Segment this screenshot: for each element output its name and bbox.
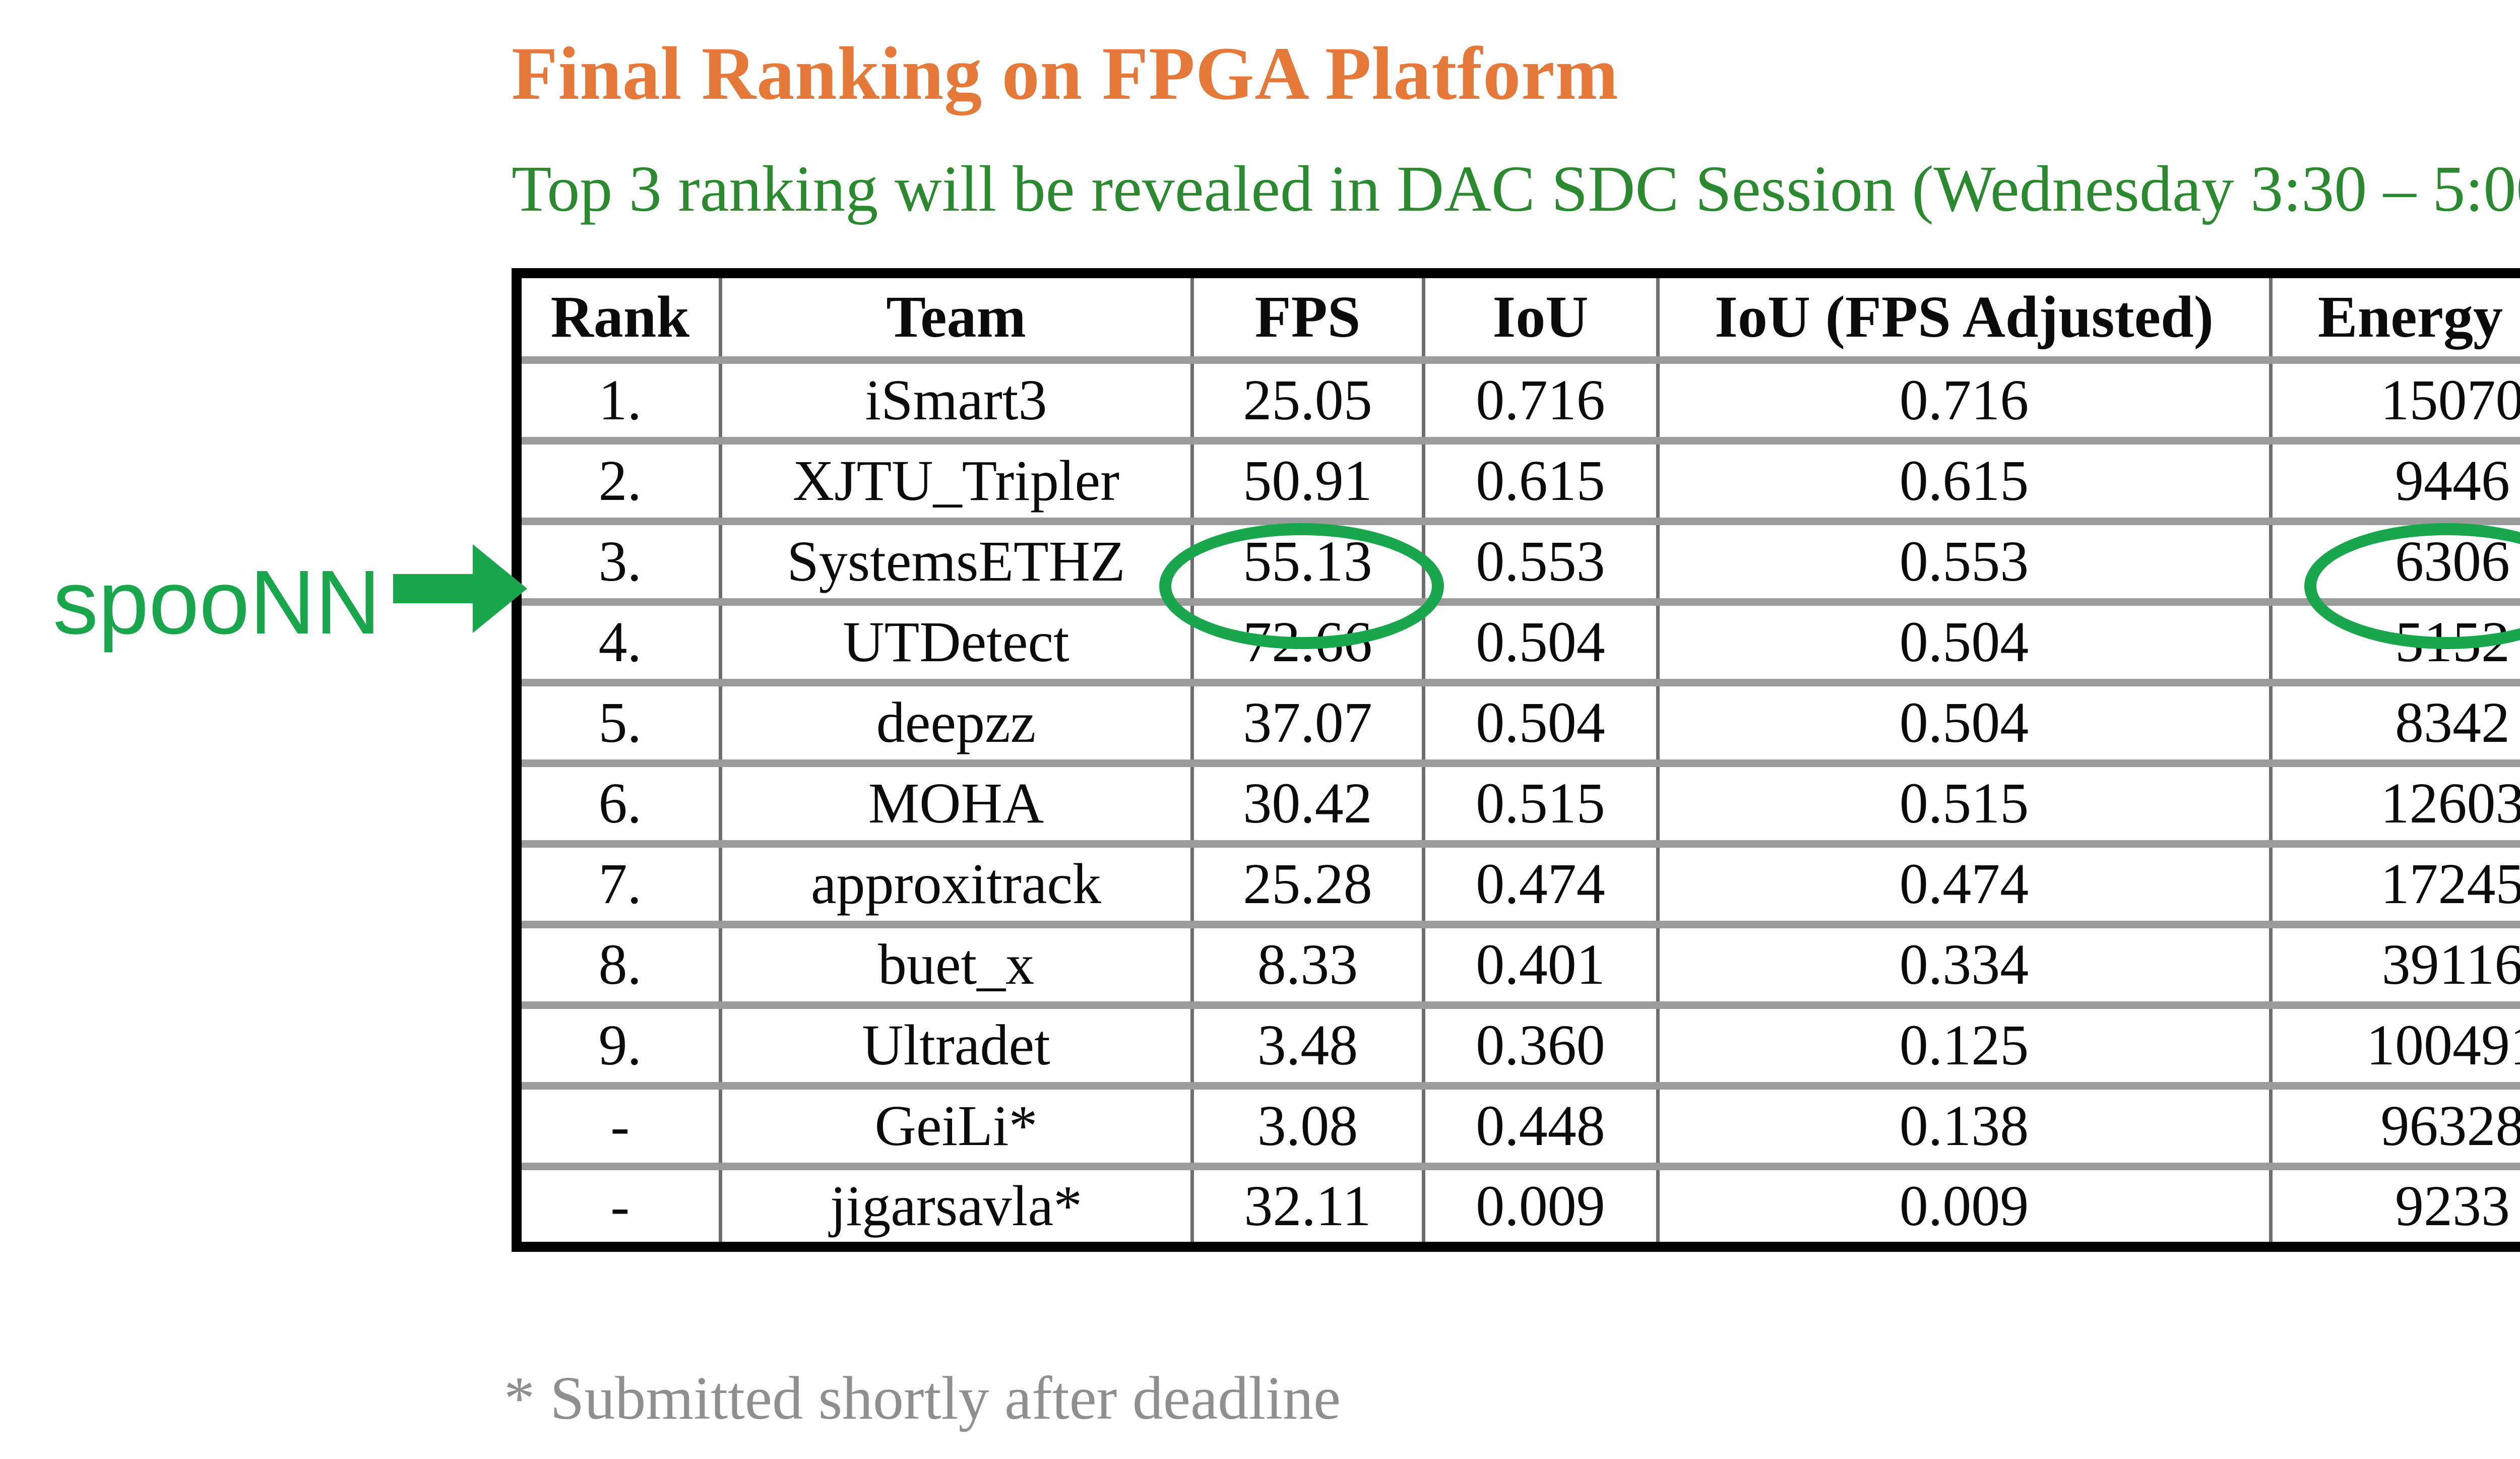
table-cell: 0.009	[1656, 1162, 2271, 1247]
table-cell: 9.	[517, 1001, 720, 1086]
table-cell: 50.91	[1190, 436, 1423, 521]
table-cell: XJTU_Tripler	[718, 436, 1192, 521]
column-header: FPS	[1190, 273, 1423, 360]
table-cell: 0.474	[1421, 840, 1658, 924]
table-cell: 17245	[2269, 840, 2520, 924]
table-cell: 96328	[2269, 1082, 2520, 1166]
table-cell: 0.138	[1656, 1082, 2271, 1166]
table-cell: jigarsavla*	[718, 1162, 1192, 1247]
right-arrow-icon-head	[473, 544, 527, 633]
table-cell: 0.515	[1421, 759, 1658, 844]
table-cell: 100491	[2269, 1001, 2520, 1086]
table-cell: 0.716	[1656, 356, 2271, 440]
table-cell: -	[517, 1082, 720, 1166]
table-cell: 8342	[2269, 678, 2520, 763]
table-cell: 0.009	[1421, 1162, 1658, 1247]
table-cell: buet_x	[718, 920, 1192, 1005]
table-cell: SystemsETHZ	[718, 517, 1192, 602]
table-row: -jigarsavla*32.110.0090.00992331.2730.02…	[517, 1162, 2520, 1247]
table-cell: 25.28	[1190, 840, 1423, 924]
column-header: IoU	[1421, 273, 1658, 360]
table-cell: Ultradet	[718, 1001, 1192, 1086]
table-cell: 0.360	[1421, 1001, 1658, 1086]
table-cell: 4.	[517, 598, 720, 682]
table-cell: 0.334	[1656, 920, 2271, 1005]
page-title: Final Ranking on FPGA Platform	[512, 32, 1619, 115]
table-cell: 37.07	[1190, 678, 1423, 763]
table-cell: 0.504	[1421, 678, 1658, 763]
column-header: Energy (J)	[2269, 273, 2520, 360]
table-row: 7.approxitrack25.280.4740.474172451.0920…	[517, 840, 2520, 924]
table-cell: 0.615	[1656, 436, 2271, 521]
table-row: 3.SystemsETHZ55.130.5530.55363061.3831.3…	[517, 517, 2520, 602]
table-cell: -	[517, 1162, 720, 1247]
table-cell: 12603	[2269, 759, 2520, 844]
table-cell: 0.553	[1656, 517, 2271, 602]
table-cell: 0.553	[1421, 517, 1658, 602]
table-cell: 9233	[2269, 1162, 2520, 1247]
table-cell: 1.	[517, 356, 720, 440]
table-cell: 0.515	[1656, 759, 2271, 844]
table-cell: 9446	[2269, 436, 2520, 521]
table-cell: 39116	[2269, 920, 2520, 1005]
table-cell: 30.42	[1190, 759, 1423, 844]
table-cell: 7.	[517, 840, 720, 924]
highlight-ellipse-fps	[1159, 523, 1444, 649]
footnote: * Submitted shortly after deadline	[504, 1364, 1341, 1432]
table-cell: UTDetect	[718, 598, 1192, 682]
table-cell: iSmart3	[718, 356, 1192, 440]
table-cell: approxitrack	[718, 840, 1192, 924]
table-cell: 0.504	[1656, 678, 2271, 763]
table-cell: 3.48	[1190, 1001, 1423, 1086]
page-subtitle: Top 3 ranking will be revealed in DAC SD…	[512, 153, 2520, 225]
table-cell: 3.08	[1190, 1082, 1423, 1166]
table-cell: 3.	[517, 517, 720, 602]
table-cell: 0.125	[1656, 1001, 2271, 1086]
table-cell: 6.	[517, 759, 720, 844]
table-cell: MOHA	[718, 759, 1192, 844]
table-cell: 15070	[2269, 356, 2520, 440]
table-cell: 0.401	[1421, 920, 1658, 1005]
table-cell: 0.615	[1421, 436, 1658, 521]
annotation-label-spoonn: spooNN	[53, 552, 381, 653]
table-cell: 2.	[517, 436, 720, 521]
table-cell: 8.	[517, 920, 720, 1005]
table-cell: 0.504	[1656, 598, 2271, 682]
table-row: 2.XJTU_Tripler50.910.6150.61594461.2661.…	[517, 436, 2520, 521]
table-cell: 0.448	[1421, 1082, 1658, 1166]
table-cell: 0.504	[1421, 598, 1658, 682]
table-cell: 32.11	[1190, 1162, 1423, 1247]
table-cell: 5.	[517, 678, 720, 763]
table-cell: 25.05	[1190, 356, 1423, 440]
table-cell: GeiLi*	[718, 1082, 1192, 1166]
table-cell: 0.474	[1656, 840, 2271, 924]
column-header: Rank	[550, 284, 689, 350]
table-cell: 0.716	[1421, 356, 1658, 440]
column-header: IoU (FPS Adjusted)	[1656, 273, 2271, 360]
column-header: Team	[718, 273, 1192, 360]
table-cell: deepzz	[718, 678, 1192, 763]
table-cell: 8.33	[1190, 920, 1423, 1005]
right-arrow-icon	[393, 574, 476, 603]
